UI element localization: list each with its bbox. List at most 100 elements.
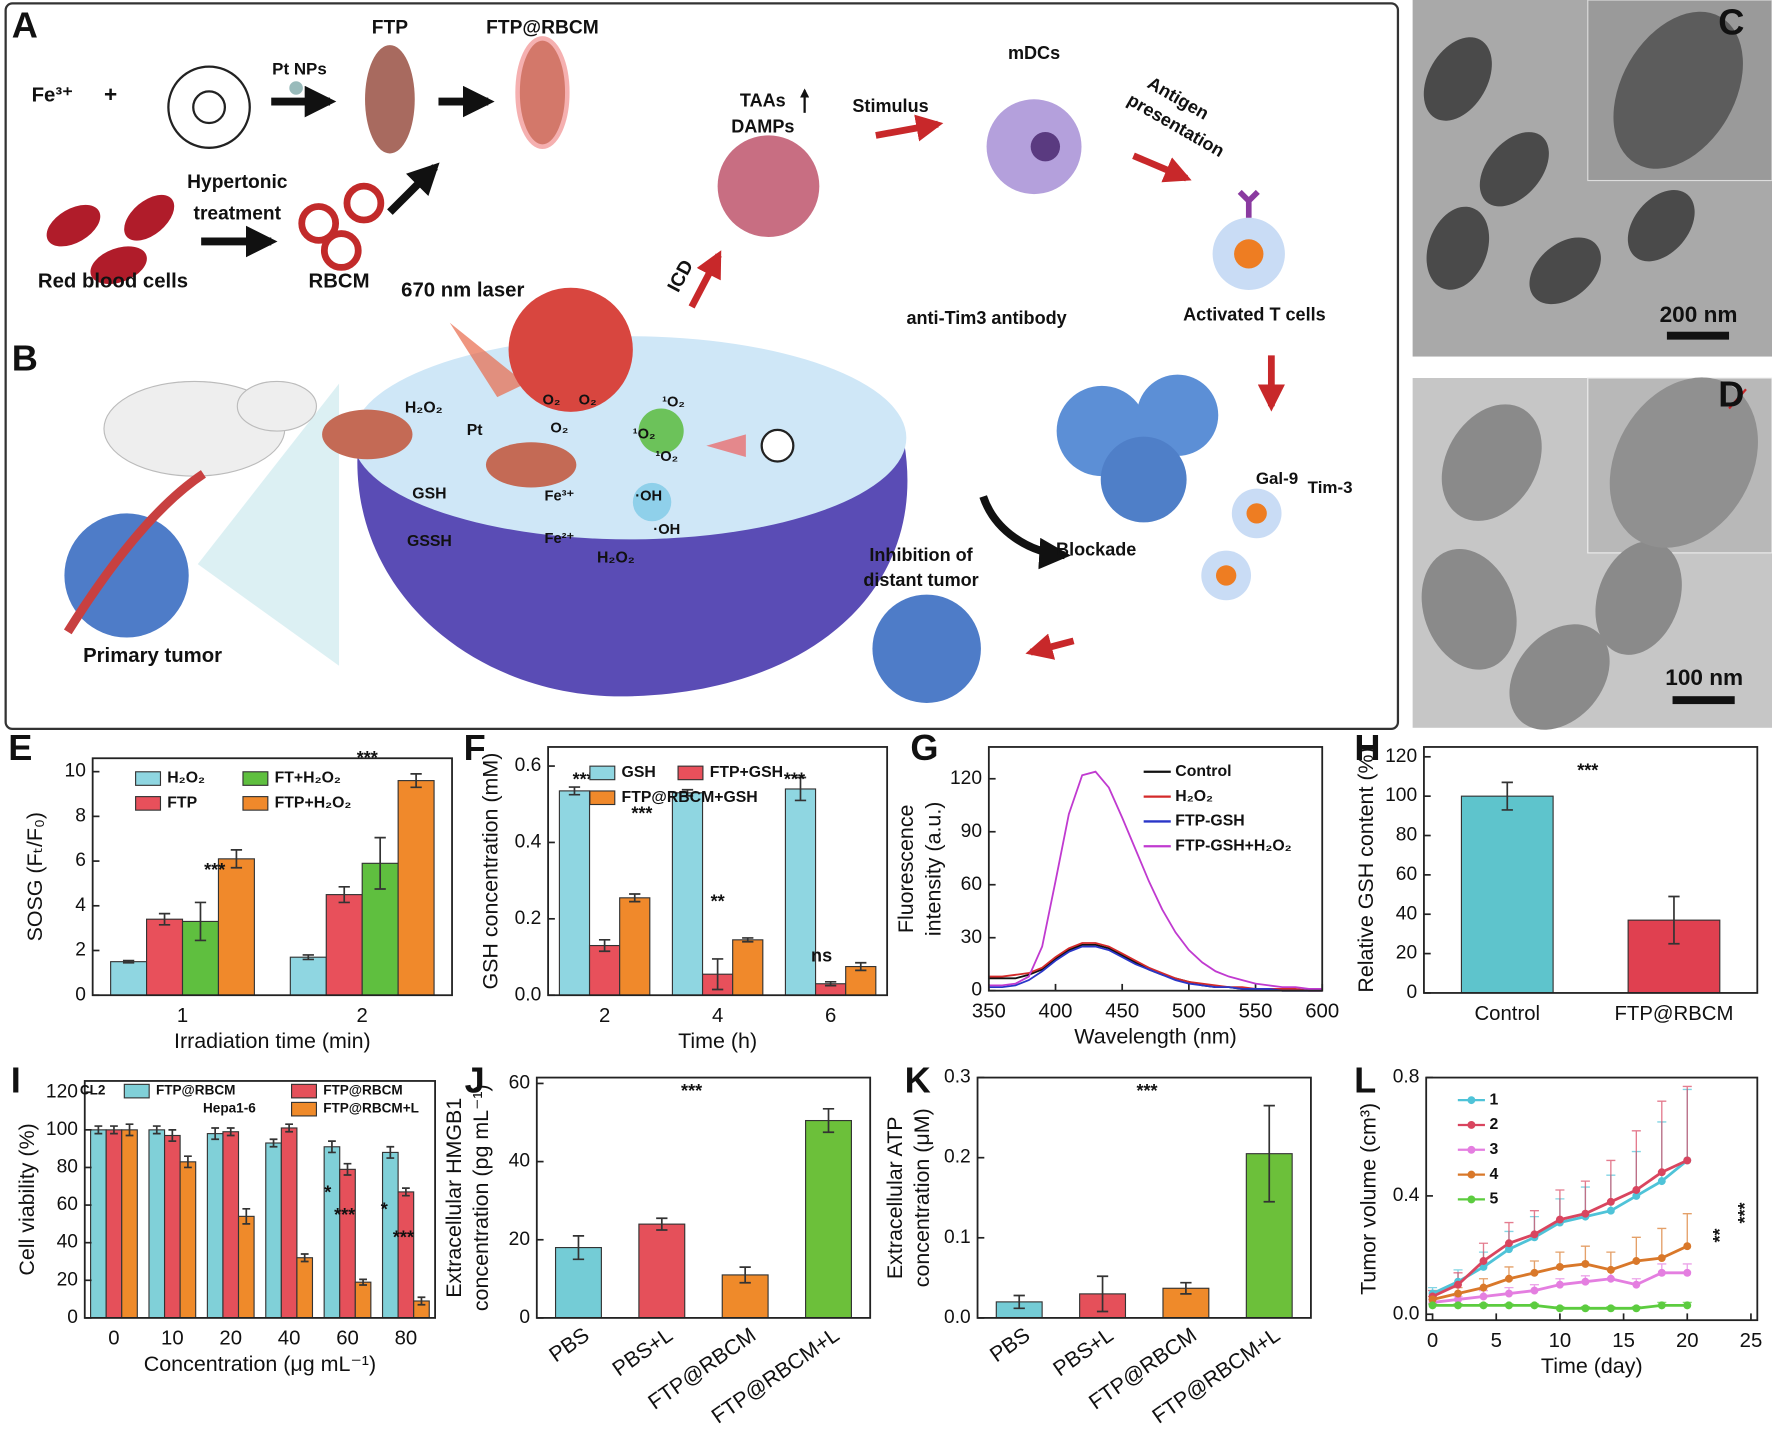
illustration-shape [320, 230, 362, 271]
panel-letter: D [1718, 374, 1744, 415]
point [1606, 1265, 1615, 1274]
bar [732, 939, 764, 996]
panel-letter: L [1354, 1060, 1376, 1101]
legend-swatch [677, 765, 704, 781]
y-axis-title: GSH concentration (mM) [478, 753, 502, 990]
point [1657, 1177, 1666, 1186]
y-axis-title: Extracellular ATP [883, 1116, 907, 1279]
legend-label: FTP [167, 795, 197, 812]
y-tick-label: 100 [1385, 785, 1417, 806]
y-tick-label: 60 [961, 874, 982, 895]
annotation: *** [1137, 1081, 1158, 1101]
y-tick-label: 0.2 [944, 1147, 971, 1168]
illustration-shape [1479, 132, 1549, 207]
error-bar [1580, 1180, 1590, 1214]
point [1505, 1289, 1513, 1298]
illustration-shape [289, 81, 303, 95]
annotation: *** [393, 1228, 414, 1248]
illustration-shape [1030, 132, 1061, 162]
panel-letter: K [905, 1060, 931, 1101]
schematic-label: O₂ [543, 392, 561, 408]
legend-marker [1467, 1170, 1476, 1179]
error-bar [300, 1253, 309, 1263]
error-bar [1180, 1281, 1192, 1295]
y-axis-title: concentration (μM) [910, 1108, 934, 1287]
legend-swatch [589, 765, 616, 781]
point [1555, 1215, 1564, 1224]
illustration-shape [717, 135, 820, 237]
bar [845, 965, 877, 996]
annotation: *** [334, 1205, 355, 1225]
panel-letter: I [11, 1060, 21, 1101]
y-axis-title: Extracellular HMGB1 [442, 1098, 466, 1298]
schematic-label: Activated T cells [1183, 305, 1326, 325]
error-bar [1682, 1085, 1692, 1161]
y-axis-title: Relative GSH content (%) [1354, 747, 1378, 992]
point [1683, 1301, 1692, 1310]
legend-label: 4 [1489, 1166, 1498, 1183]
point [1606, 1274, 1615, 1283]
x-tick-label: 0 [108, 1328, 119, 1350]
y-tick-label: 0 [75, 984, 86, 1005]
point [1454, 1289, 1462, 1298]
legend-label: FTP+GSH [710, 764, 783, 781]
bar [110, 961, 148, 996]
x-tick-label: 1 [177, 1005, 188, 1027]
line [1431, 1159, 1688, 1298]
point [1657, 1168, 1666, 1177]
y-tick-label: 60 [1396, 864, 1417, 885]
legend-label: FTP@RBCM+GSH [622, 789, 758, 806]
illustration-shape [875, 114, 944, 142]
panel-letter: G [910, 727, 938, 768]
y-tick-label: 0.6 [515, 755, 542, 776]
illustration-shape [979, 495, 1071, 570]
y-tick-label: 0 [1406, 982, 1417, 1003]
line [988, 945, 1323, 992]
annotation: CL2 [80, 1083, 106, 1098]
illustration-shape [1132, 152, 1192, 183]
y-axis-title: intensity (a.u.) [921, 802, 945, 937]
error-bar [1263, 1104, 1275, 1203]
legend-swatch [242, 771, 269, 786]
point [1683, 1156, 1692, 1165]
panel-letter: A [12, 5, 38, 46]
y-tick-label: 0.0 [515, 984, 542, 1005]
point [1505, 1301, 1513, 1310]
schematic [4, 0, 1772, 731]
point [1479, 1283, 1488, 1292]
illustration-shape [1672, 696, 1735, 705]
point [1530, 1230, 1539, 1239]
x-tick-label: 450 [1105, 1001, 1139, 1023]
y-tick-label: 6 [75, 850, 86, 871]
point [1683, 1242, 1692, 1251]
annotation: *** [784, 770, 805, 790]
schematic-label: 670 nm laser [401, 279, 524, 301]
legend-swatch [242, 796, 269, 811]
illustration-shape [90, 246, 147, 284]
annotation: *** [1735, 1202, 1755, 1223]
x-tick-label: PBS+L [608, 1323, 677, 1381]
x-tick-label: 2 [599, 1005, 610, 1027]
bar [179, 1161, 197, 1319]
illustration-shape [64, 513, 189, 638]
point [1555, 1280, 1564, 1289]
legend-marker [1467, 1195, 1476, 1204]
error-bar [794, 776, 807, 802]
point [1683, 1268, 1692, 1277]
schematic-label: H₂O₂ [597, 550, 635, 567]
illustration-shape [1423, 37, 1492, 121]
legend-swatch [291, 1101, 317, 1117]
x-tick-label: 20 [219, 1328, 242, 1350]
error-bar [152, 1125, 161, 1135]
bar [397, 1191, 415, 1319]
error-bar [739, 1266, 751, 1284]
error-bar [1606, 1159, 1616, 1202]
x-tick-label: 25 [1740, 1330, 1763, 1352]
legend-label: 3 [1489, 1141, 1498, 1158]
error-bar [359, 1278, 367, 1286]
y-tick-label: 90 [961, 821, 982, 842]
y-tick-label: 0.4 [515, 832, 542, 853]
point [1632, 1186, 1641, 1194]
